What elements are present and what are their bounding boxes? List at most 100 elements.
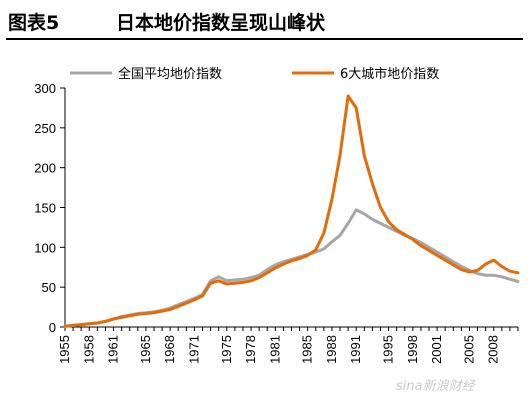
- data-point: [185, 301, 188, 305]
- x-tick-label: 1981: [267, 335, 282, 364]
- x-tick-label: 1961: [106, 335, 121, 364]
- x-tick-label: 1968: [162, 335, 177, 364]
- y-tick-label: 50: [42, 280, 56, 295]
- legend-label-six-cities: 6大城市地价指数: [340, 66, 439, 82]
- data-point: [217, 275, 220, 278]
- data-point: [177, 305, 180, 308]
- data-point: [257, 276, 261, 279]
- data-point: [363, 212, 366, 216]
- data-point: [387, 226, 390, 229]
- y-tick-label: 100: [34, 240, 56, 255]
- data-point: [314, 248, 317, 251]
- data-point: [120, 316, 123, 319]
- data-point: [355, 208, 358, 212]
- data-point: [484, 262, 487, 266]
- chart-title: 日本地价指数呈现山峰状: [116, 12, 326, 34]
- data-point: [298, 257, 301, 260]
- series-layer: [63, 94, 520, 328]
- data-point: [500, 265, 503, 268]
- data-point: [322, 247, 326, 251]
- data-point: [427, 246, 431, 249]
- data-point: [363, 154, 366, 157]
- data-point: [290, 259, 293, 263]
- data-point: [452, 260, 455, 263]
- data-point: [444, 255, 447, 259]
- y-tick-label: 200: [34, 161, 56, 176]
- data-point: [444, 258, 447, 262]
- data-point: [152, 311, 156, 314]
- data-point: [492, 274, 495, 277]
- data-point: [209, 282, 212, 285]
- data-point: [395, 228, 398, 231]
- data-point: [330, 240, 334, 243]
- data-point: [225, 279, 228, 282]
- data-point: [233, 278, 237, 282]
- data-point: [266, 268, 269, 271]
- y-tick-label: 250: [34, 121, 56, 136]
- data-point: [63, 325, 67, 328]
- data-point: [88, 322, 91, 325]
- x-tick-label: 1955: [57, 335, 72, 364]
- y-ticks: 0 50 100 150 200 250 300: [34, 81, 65, 335]
- y-tick-label: 300: [34, 81, 56, 96]
- x-tick-label: 1988: [324, 335, 339, 364]
- data-point: [249, 276, 253, 279]
- legend-label-national: 全国平均地价指数: [118, 66, 222, 82]
- header-rule: [6, 38, 523, 40]
- data-point: [379, 206, 382, 209]
- x-tick-label: 1971: [186, 335, 201, 364]
- data-point: [338, 234, 342, 237]
- data-point: [71, 324, 75, 327]
- axes: [64, 88, 518, 328]
- data-point: [96, 321, 99, 325]
- data-point: [274, 266, 277, 270]
- x-tick-label: 1965: [138, 335, 153, 364]
- figure-label: 图表5: [8, 12, 60, 34]
- x-tick-label: 2005: [461, 335, 476, 364]
- x-tick-label: 1991: [348, 335, 363, 364]
- data-point: [160, 309, 164, 313]
- data-point: [282, 262, 285, 266]
- data-point: [241, 281, 245, 284]
- x-tick-label: 1985: [300, 335, 315, 364]
- data-point: [225, 282, 228, 286]
- data-point: [516, 280, 520, 283]
- data-point: [460, 268, 463, 271]
- data-point: [379, 222, 382, 225]
- x-tick-label: 1958: [81, 335, 96, 364]
- data-point: [193, 298, 196, 302]
- data-point: [371, 218, 374, 221]
- data-point: [484, 274, 487, 277]
- data-point: [201, 294, 204, 298]
- x-tick-label: 1978: [243, 335, 258, 364]
- data-point: [411, 238, 414, 241]
- data-point: [492, 258, 495, 262]
- data-point: [435, 254, 439, 257]
- data-point: [468, 270, 471, 274]
- data-point: [128, 314, 131, 317]
- data-point: [338, 154, 342, 157]
- watermark: sina新浪财经: [396, 379, 475, 394]
- y-tick-label: 150: [34, 201, 56, 216]
- data-point: [217, 279, 220, 282]
- data-point: [209, 279, 212, 282]
- series-line-national: [63, 208, 520, 328]
- data-point: [419, 241, 423, 244]
- x-tick-label: 1998: [405, 335, 420, 364]
- data-point: [144, 312, 148, 315]
- data-point: [371, 182, 374, 185]
- data-point: [508, 270, 512, 273]
- data-point: [80, 323, 83, 326]
- data-point: [274, 263, 277, 267]
- data-point: [346, 94, 350, 98]
- data-point: [306, 254, 309, 257]
- data-point: [500, 275, 503, 278]
- data-point: [346, 222, 350, 225]
- data-point: [419, 244, 423, 247]
- data-point: [233, 282, 237, 285]
- data-point: [136, 313, 139, 316]
- legend: 全国平均地价指数 6大城市地价指数: [70, 66, 439, 82]
- x-tick-label: 2001: [429, 335, 444, 364]
- data-point: [435, 250, 439, 254]
